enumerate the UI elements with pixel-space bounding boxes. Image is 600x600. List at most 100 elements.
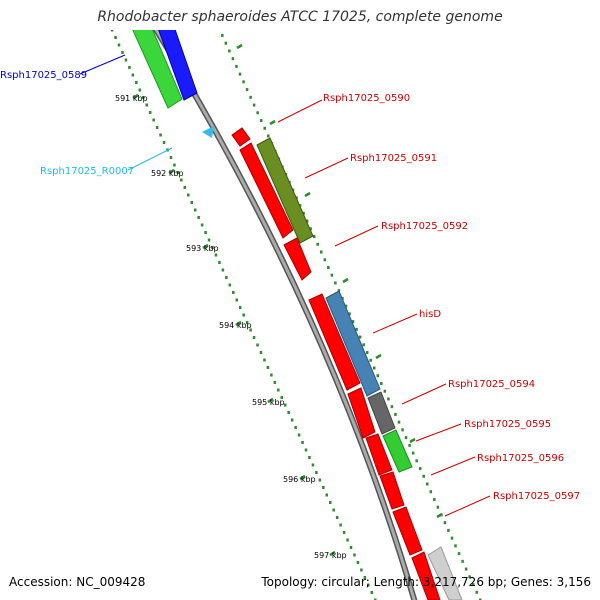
tick-dot <box>238 306 242 309</box>
tick-dot <box>443 521 447 525</box>
label-Rsph17025_0595[interactable]: Rsph17025_0595 <box>464 419 551 430</box>
tick-dot <box>221 268 225 272</box>
cds-0591-inner[interactable] <box>239 142 294 239</box>
feature-Rsph17025_0589[interactable] <box>117 0 198 109</box>
tick-dot <box>367 583 370 587</box>
tick-label-590: 590 kbp <box>78 18 111 27</box>
major-tick <box>409 437 416 444</box>
tick-dot <box>397 420 401 424</box>
leader-0594 <box>401 383 447 405</box>
tick-dot <box>232 291 235 294</box>
tick-dot <box>228 283 232 287</box>
cds-0594-inner[interactable] <box>347 387 376 439</box>
label-Rsph17025_0589[interactable]: Rsph17025_0589 <box>0 70 87 81</box>
tick-dot <box>263 126 266 130</box>
cds-steelblue[interactable] <box>325 290 381 397</box>
label-Rsph17025_0594[interactable]: Rsph17025_0594 <box>448 379 535 390</box>
tick-dot <box>408 443 411 447</box>
label-Rsph17025_R0007[interactable]: Rsph17025_R0007 <box>40 166 134 177</box>
leader-0590 <box>277 99 323 123</box>
cds-0595-inner[interactable] <box>365 433 393 476</box>
tick-track-left <box>110 30 377 600</box>
tick-dot <box>315 471 318 474</box>
tick-dot <box>128 66 131 69</box>
tick-dot <box>183 186 187 189</box>
tick-dot <box>401 428 404 432</box>
leader-lines <box>79 54 491 517</box>
tick-dot <box>263 358 266 362</box>
tick-label-596: 596 kbp <box>283 475 316 484</box>
tick-dot <box>200 223 204 227</box>
tick-dot <box>155 126 159 129</box>
tick-dot <box>148 111 152 114</box>
cds-0598-inner[interactable] <box>411 551 441 600</box>
tick-dot <box>162 141 166 144</box>
tick-dot <box>252 336 256 339</box>
scale-ticks <box>132 43 443 557</box>
cds-0590-inner[interactable] <box>231 127 251 147</box>
tick-dot <box>309 227 312 231</box>
tick-dot <box>415 459 418 463</box>
label-Rsph17025_0591[interactable]: Rsph17025_0591 <box>350 153 437 164</box>
cds-hisD-inner[interactable] <box>308 293 361 391</box>
tick-dot <box>344 304 348 308</box>
tick-dot <box>207 238 211 242</box>
cds-gray[interactable] <box>367 391 396 435</box>
tick-dot <box>369 358 372 362</box>
cds-lightgray[interactable] <box>427 546 463 600</box>
tick-dot <box>252 103 256 107</box>
cds-0592-inner[interactable] <box>283 237 312 281</box>
tick-dot <box>339 523 342 527</box>
tick-dot <box>242 80 245 84</box>
major-tick <box>267 397 274 404</box>
tick-dot <box>464 567 468 571</box>
cds-green[interactable] <box>382 429 413 473</box>
major-tick <box>304 191 311 198</box>
label-Rsph17025_0597[interactable]: Rsph17025_0597 <box>493 491 580 502</box>
label-Rsph17025_0590[interactable]: Rsph17025_0590 <box>323 93 410 104</box>
tick-dot <box>323 258 327 262</box>
tick-dot <box>353 553 356 557</box>
tick-dot <box>142 96 145 99</box>
tick-dot <box>468 575 471 579</box>
cds-0597-inner[interactable] <box>392 506 423 556</box>
tick-dot <box>318 478 322 482</box>
tick-dot <box>297 433 301 437</box>
tick-dot <box>360 568 363 572</box>
cds-olive[interactable] <box>256 137 314 244</box>
cds-column-outer <box>256 137 463 600</box>
tick-dot <box>370 591 374 594</box>
label-hisD[interactable]: hisD <box>419 309 441 320</box>
tick-dot <box>332 508 335 512</box>
tick-dot <box>471 583 475 587</box>
tick-dot <box>447 528 450 532</box>
tick-dot <box>349 546 353 549</box>
tick-label-594: 594 kbp <box>219 321 252 330</box>
feature-Rsph17025_R0007[interactable] <box>202 126 214 138</box>
tick-dot <box>249 328 252 332</box>
tick-dot <box>159 133 162 137</box>
tick-dot <box>294 426 297 429</box>
tick-dot <box>454 544 457 548</box>
tick-dot <box>328 501 332 504</box>
tick-dot <box>346 538 349 542</box>
tick-track-right <box>221 33 482 600</box>
leader-0592 <box>334 225 379 247</box>
tick-dot <box>376 374 380 378</box>
cds-0596-inner[interactable] <box>379 471 405 510</box>
tick-label-592: 592 kbp <box>151 169 184 178</box>
tick-dot <box>283 403 287 407</box>
tick-dot <box>193 208 197 212</box>
tick-dot <box>249 95 252 99</box>
label-Rsph17025_0592[interactable]: Rsph17025_0592 <box>381 221 468 232</box>
tick-dot <box>259 119 263 123</box>
tick-dot <box>228 49 231 53</box>
major-tick <box>299 474 306 481</box>
tick-dot <box>152 118 155 122</box>
label-Rsph17025_0596[interactable]: Rsph17025_0596 <box>477 453 564 464</box>
tick-dot <box>277 388 280 392</box>
tick-dot <box>145 103 148 107</box>
tick-dot <box>173 163 176 167</box>
tick-dot <box>242 313 245 317</box>
